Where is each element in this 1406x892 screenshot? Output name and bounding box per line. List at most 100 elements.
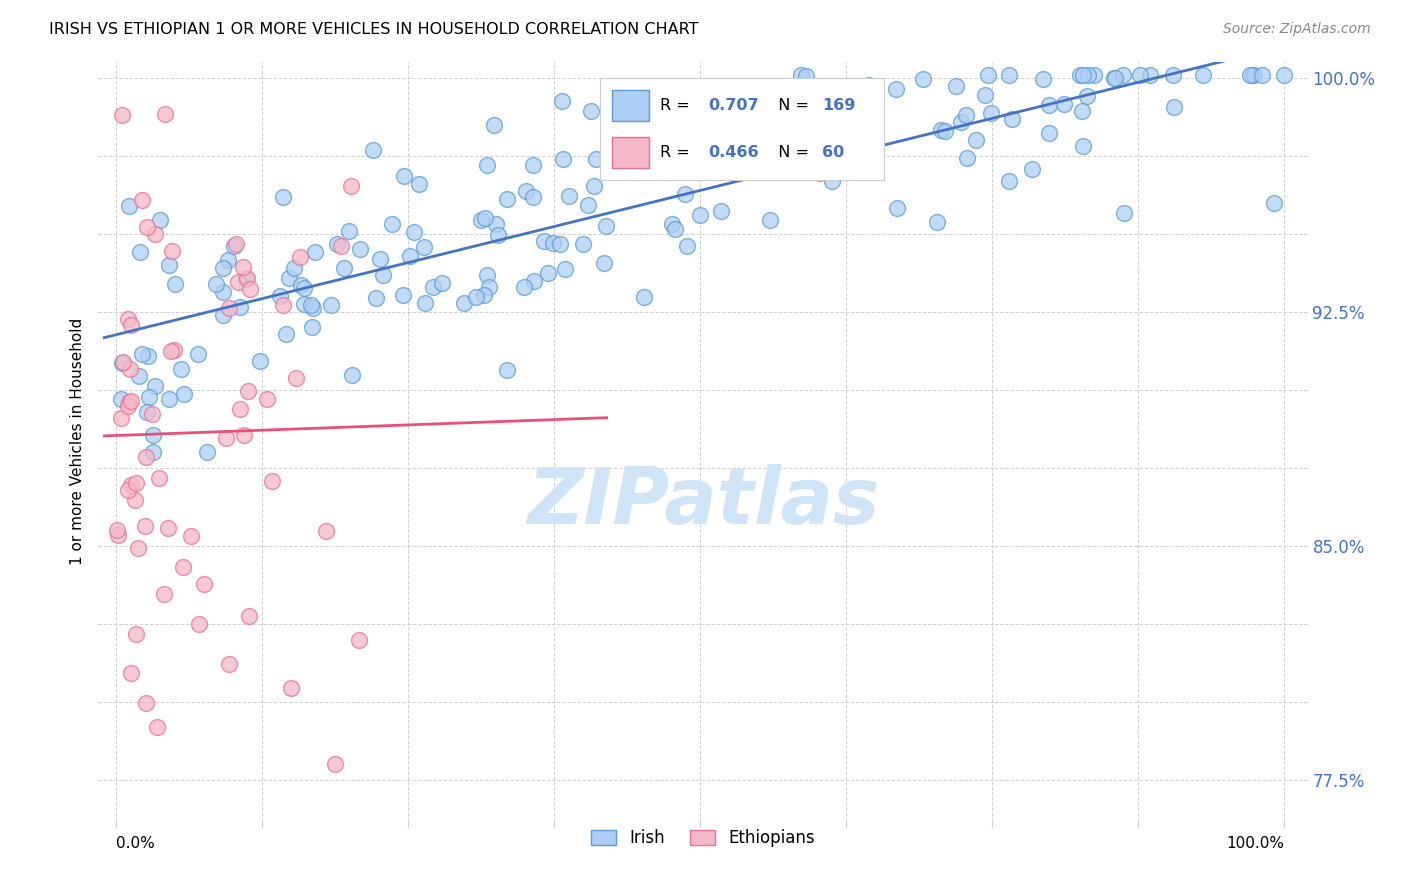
Point: [496, 192, 519, 206]
Text: 0.0%: 0.0%: [115, 836, 155, 851]
Point: [934, 124, 956, 138]
Point: [342, 368, 364, 383]
Point: [117, 399, 139, 413]
Point: [1038, 98, 1060, 112]
Point: [522, 158, 544, 172]
Point: [773, 162, 796, 177]
Point: [976, 68, 998, 82]
Point: [664, 222, 686, 236]
Point: [402, 225, 425, 239]
Point: [301, 319, 323, 334]
Point: [478, 279, 501, 293]
Point: [128, 244, 150, 259]
Point: [849, 138, 872, 153]
Point: [163, 277, 186, 292]
Point: [470, 213, 492, 227]
Point: [585, 152, 607, 166]
Point: [790, 68, 813, 82]
Point: [153, 107, 176, 121]
Point: [269, 289, 291, 303]
Point: [131, 193, 153, 207]
Point: [172, 560, 194, 574]
Point: [163, 343, 186, 358]
Point: [1163, 100, 1185, 114]
Point: [363, 143, 385, 157]
Point: [647, 156, 669, 170]
Point: [142, 445, 165, 459]
Point: [1129, 68, 1152, 82]
Point: [1070, 103, 1092, 118]
Point: [886, 201, 908, 215]
Point: [138, 390, 160, 404]
Point: [1053, 96, 1076, 111]
Point: [349, 242, 371, 256]
Point: [523, 274, 546, 288]
Point: [238, 608, 260, 623]
Point: [515, 184, 537, 198]
Point: [142, 428, 165, 442]
Y-axis label: 1 or more Vehicles in Household: 1 or more Vehicles in Household: [69, 318, 84, 566]
Point: [1104, 70, 1126, 85]
Point: [537, 266, 560, 280]
Point: [120, 318, 142, 332]
Point: [945, 78, 967, 93]
Point: [1021, 162, 1043, 177]
Point: [579, 104, 602, 119]
Point: [821, 140, 844, 154]
Text: 100.0%: 100.0%: [1226, 836, 1284, 851]
Point: [465, 290, 488, 304]
Point: [136, 349, 159, 363]
Point: [1161, 68, 1184, 82]
Point: [143, 379, 166, 393]
Point: [366, 291, 388, 305]
Point: [553, 152, 575, 166]
Point: [718, 123, 741, 137]
Point: [633, 290, 655, 304]
Point: [229, 401, 252, 416]
Point: [111, 356, 134, 370]
Point: [121, 666, 143, 681]
Point: [1114, 206, 1136, 220]
Point: [576, 198, 599, 212]
Point: [485, 217, 508, 231]
Point: [290, 250, 312, 264]
Point: [134, 519, 156, 533]
Point: [205, 277, 228, 291]
Point: [661, 217, 683, 231]
Legend: Irish, Ethiopians: Irish, Ethiopians: [585, 822, 821, 854]
Point: [412, 240, 434, 254]
Point: [111, 108, 134, 122]
Point: [146, 720, 169, 734]
Point: [332, 260, 354, 275]
Point: [337, 224, 360, 238]
Point: [533, 234, 555, 248]
Point: [149, 212, 172, 227]
Point: [486, 227, 509, 242]
Point: [572, 237, 595, 252]
Point: [1032, 72, 1054, 87]
Point: [593, 256, 616, 270]
Point: [299, 298, 322, 312]
Point: [825, 156, 848, 170]
Point: [998, 68, 1021, 82]
Point: [218, 657, 240, 672]
Point: [628, 145, 651, 159]
Point: [280, 681, 302, 695]
Point: [541, 235, 564, 250]
Point: [1243, 68, 1265, 82]
Point: [965, 133, 987, 147]
Point: [229, 301, 252, 315]
Point: [997, 174, 1019, 188]
Point: [157, 392, 180, 406]
Point: [710, 204, 733, 219]
Point: [1001, 112, 1024, 126]
Point: [1071, 68, 1094, 82]
Point: [759, 213, 782, 227]
Point: [110, 392, 132, 406]
Point: [1083, 68, 1105, 82]
Point: [180, 529, 202, 543]
Point: [238, 282, 260, 296]
Point: [228, 275, 250, 289]
Point: [811, 156, 834, 170]
Point: [1192, 68, 1215, 82]
